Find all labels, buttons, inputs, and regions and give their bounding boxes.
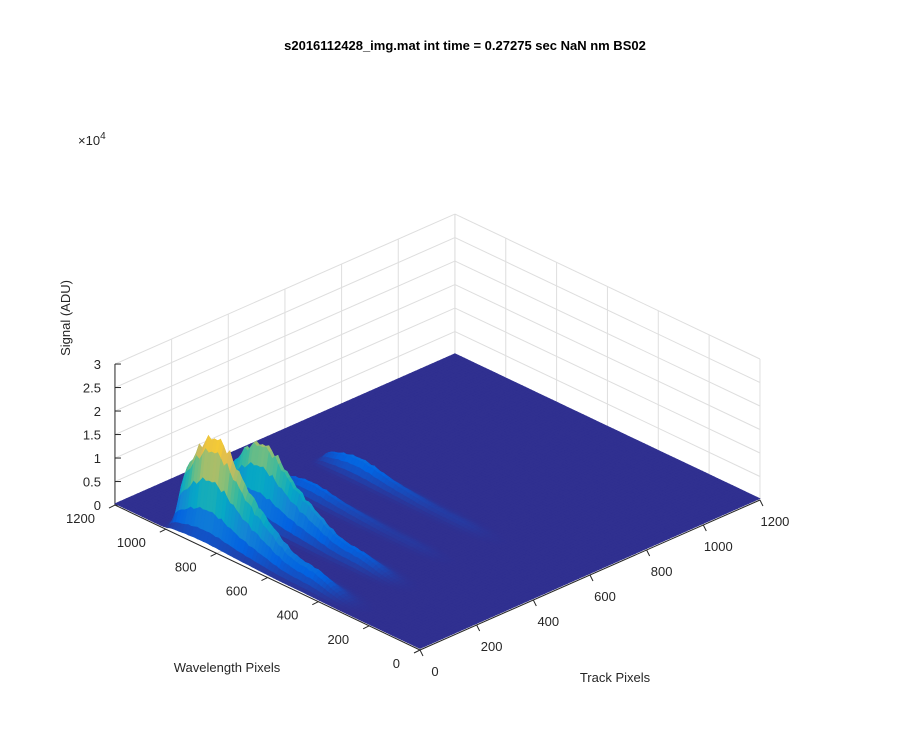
y-tick-mark (108, 504, 116, 509)
y-tick-mark (210, 552, 217, 557)
y-tick-mark (312, 601, 319, 606)
grid-line (114, 237, 456, 388)
y-tick-mark (413, 649, 421, 654)
y-tick-mark (362, 625, 370, 630)
x-tick-mark (702, 524, 707, 532)
grid-line (114, 284, 456, 435)
y-tick-mark (159, 528, 167, 533)
y-tick-mark (261, 577, 268, 581)
x-tick-mark (589, 574, 594, 582)
x-tick-mark (759, 499, 764, 507)
grid-line (114, 307, 456, 459)
chart-title: s2016112428_img.mat int time = 0.27275 s… (284, 38, 646, 53)
grid-line (114, 213, 456, 365)
grid-line (114, 331, 456, 482)
axes (108, 363, 764, 657)
x-tick-mark (532, 599, 537, 607)
x-tick-mark (646, 549, 651, 557)
x-tick-mark (476, 624, 481, 632)
grid-line (114, 260, 456, 412)
surface-mesh (114, 353, 761, 649)
x-tick-mark (419, 649, 424, 657)
